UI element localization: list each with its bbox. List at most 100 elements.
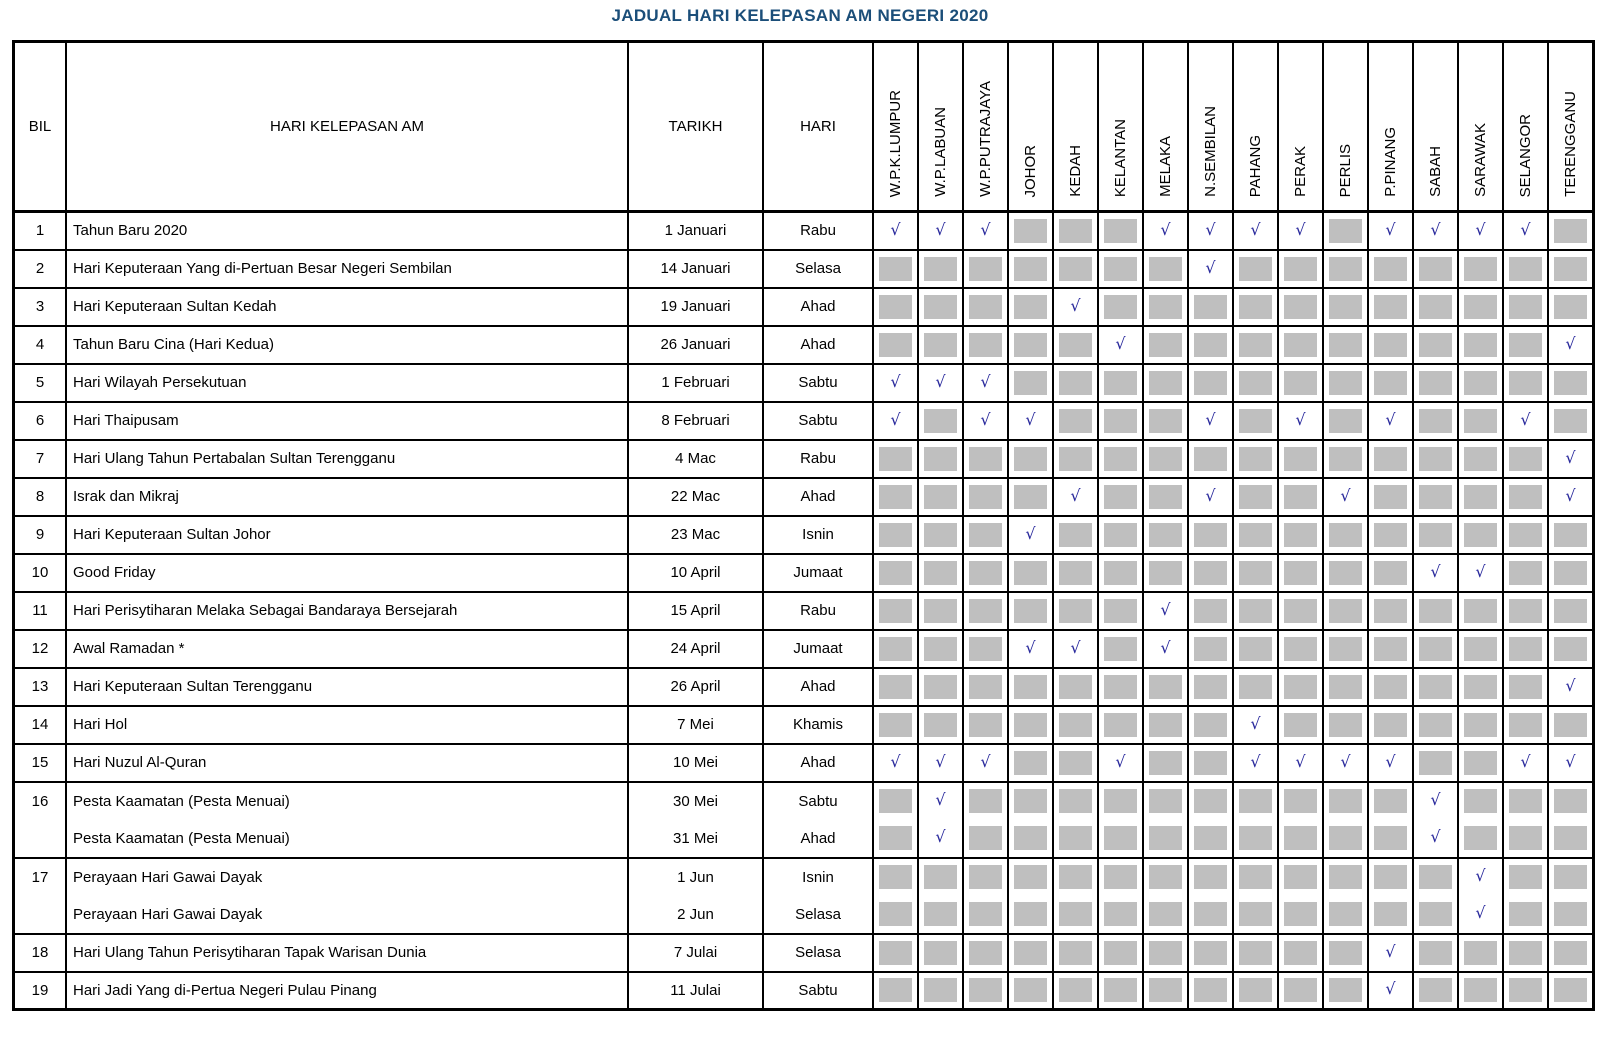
gray-box: [1464, 712, 1497, 737]
table-row: 4 Tahun Baru Cina (Hari Kedua) 26 Januari A…: [12, 324, 1595, 365]
gray-box: [1104, 408, 1137, 433]
state-cell: [1007, 819, 1054, 859]
table-row: 18 Hari Ulang Tahun Perisytiharan Tapak W…: [12, 932, 1595, 973]
state-cell: [1142, 856, 1189, 896]
state-cell: [1502, 970, 1549, 1011]
check-mark: √: [890, 751, 901, 771]
state-header-label: W.P.LABUAN: [932, 107, 949, 197]
state-cell: [1097, 932, 1144, 973]
state-cell: [1007, 438, 1054, 479]
gray-box: [924, 256, 957, 281]
state-cell: [1277, 932, 1324, 973]
state-cell: [1007, 704, 1054, 745]
state-cell: [1412, 438, 1459, 479]
gray-box: [1509, 978, 1542, 1003]
state-cell: [1142, 704, 1189, 745]
check-mark: √: [1250, 713, 1261, 733]
day-cell: Jumaat: [762, 628, 874, 669]
state-cell: [1367, 628, 1414, 669]
state-cell: [917, 856, 964, 896]
gray-box: [1284, 674, 1317, 699]
state-cell: [1187, 324, 1234, 365]
gray-box: [1239, 826, 1272, 850]
state-cell: [1052, 895, 1099, 935]
gray-box: [969, 256, 1002, 281]
state-cell: [1412, 932, 1459, 973]
gray-box: [879, 978, 912, 1003]
state-cell: [1097, 400, 1144, 441]
state-cell: [872, 514, 919, 555]
check-mark: √: [1160, 599, 1171, 619]
state-cell: [1412, 704, 1459, 745]
state-cell: [1277, 970, 1324, 1011]
state-cell: [917, 552, 964, 593]
check-mark: √: [1295, 409, 1306, 429]
day-cell: Ahad: [762, 476, 874, 517]
check-mark: √: [1385, 219, 1396, 239]
state-cell: [962, 438, 1009, 479]
state-header-label: MELAKA: [1157, 136, 1174, 197]
gray-box: [1329, 294, 1362, 319]
state-cell: [1367, 476, 1414, 517]
gray-box: [1464, 256, 1497, 281]
state-cell: [1502, 438, 1549, 479]
gray-box: [1284, 865, 1317, 889]
gray-box: [1554, 560, 1587, 585]
gray-box: [969, 560, 1002, 585]
gray-box: [1419, 332, 1452, 357]
state-cell: [1322, 780, 1369, 820]
gray-box: [1014, 598, 1047, 623]
gray-box: [1194, 560, 1227, 585]
gray-box: [1374, 598, 1407, 623]
gray-box: [1104, 294, 1137, 319]
gray-box: [1284, 370, 1317, 395]
state-cell: [962, 590, 1009, 631]
gray-box: [1284, 332, 1317, 357]
header-row: BIL HARI KELEPASAN AM TARIKH HARI W.P.K.…: [12, 40, 1595, 213]
gray-box: [1014, 370, 1047, 395]
state-cell: [1547, 210, 1595, 251]
day-cell: Jumaat: [762, 552, 874, 593]
state-cell: [1232, 514, 1279, 555]
check-mark: √: [1295, 751, 1306, 771]
bil-cell: 5: [12, 362, 67, 403]
holiday-name-cell: Tahun Baru 2020: [65, 210, 629, 251]
bil-cell: 15: [12, 742, 67, 783]
state-cell: [1367, 514, 1414, 555]
gray-box: [879, 902, 912, 926]
state-cell: √: [917, 819, 964, 859]
gray-box: [1059, 370, 1092, 395]
state-cell: [1052, 324, 1099, 365]
state-cell: [962, 970, 1009, 1011]
gray-box: [1194, 446, 1227, 471]
check-mark: √: [1475, 903, 1486, 922]
state-cell: [1097, 286, 1144, 327]
check-mark: √: [1385, 941, 1396, 961]
state-cell: [1412, 742, 1459, 783]
state-cell: [1097, 590, 1144, 631]
state-header: P.PINANG: [1367, 40, 1414, 213]
gray-box: [1554, 712, 1587, 737]
state-cell: [1187, 628, 1234, 669]
gray-box: [879, 712, 912, 737]
gray-box: [1149, 865, 1182, 889]
state-cell: [1367, 666, 1414, 707]
state-cell: [1007, 248, 1054, 289]
gray-box: [924, 712, 957, 737]
gray-box: [1149, 978, 1182, 1003]
state-cell: [917, 704, 964, 745]
gray-box: [969, 598, 1002, 623]
state-cell: √: [1457, 210, 1504, 251]
date-cell: 23 Mac: [627, 514, 764, 555]
gray-box: [1014, 256, 1047, 281]
day-cell: Ahad: [762, 286, 874, 327]
holiday-name-cell: Hari Keputeraan Sultan Kedah: [65, 286, 629, 327]
gray-box: [924, 522, 957, 547]
state-cell: [917, 970, 964, 1011]
state-cell: [1232, 628, 1279, 669]
date-cell: 2 Jun: [627, 895, 764, 935]
gray-box: [1284, 598, 1317, 623]
state-cell: [1097, 362, 1144, 403]
state-cell: [1187, 362, 1234, 403]
gray-box: [1554, 370, 1587, 395]
